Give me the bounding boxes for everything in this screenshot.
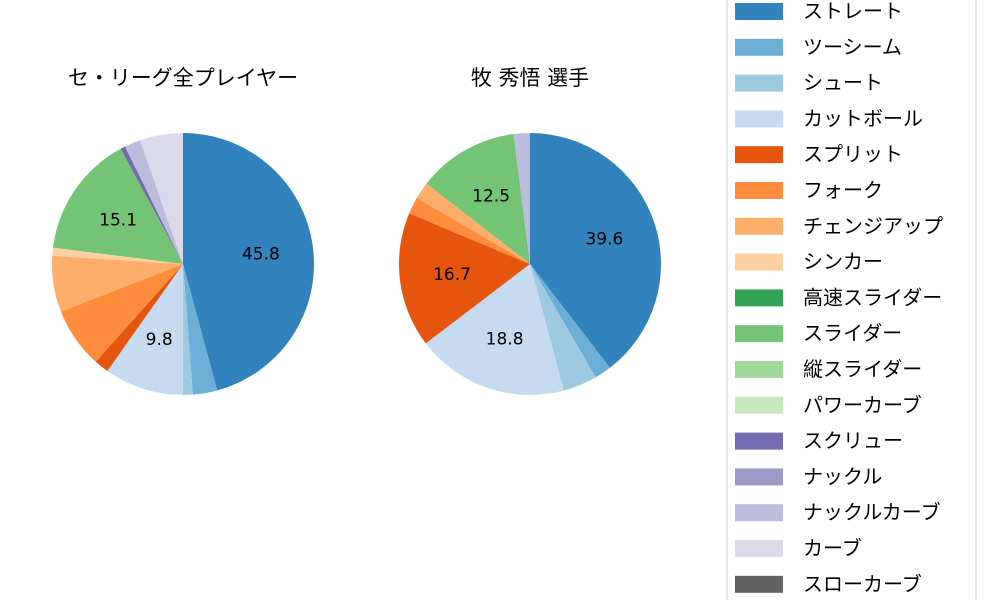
legend-swatch <box>735 575 783 593</box>
pie-slice-7 <box>416 183 530 264</box>
legend-label: スプリット <box>803 142 903 166</box>
legend-label: フォーク <box>803 178 883 202</box>
pie-slice-6 <box>60 264 183 362</box>
legend-label: ツーシーム <box>803 35 902 59</box>
legend-swatch <box>735 146 783 164</box>
legend: ストレートツーシームシュートカットボールスプリットフォークチェンジアップシンカー… <box>726 0 977 600</box>
pie-slice-2 <box>183 264 218 395</box>
legend-label: スクリュー <box>803 429 903 453</box>
legend-frame <box>726 0 977 600</box>
slice-data-label: 9.8 <box>146 330 173 350</box>
legend-swatch <box>735 396 783 414</box>
legend-label: パワーカーブ <box>803 393 922 417</box>
slice-data-label: 15.1 <box>99 211 137 231</box>
pie-slice-16 <box>140 133 183 264</box>
league-pie-chart: セ・リーグ全プレイヤー 45.8 9.8 15.1 <box>52 66 314 396</box>
legend-swatch <box>735 38 783 56</box>
pie-slice-10 <box>53 148 183 264</box>
legend-label: ナックル <box>803 464 882 488</box>
pie-slice-2 <box>530 264 610 378</box>
legend-label: チェンジアップ <box>803 214 943 238</box>
legend-swatch <box>735 182 783 199</box>
legend-label: シュート <box>803 71 883 95</box>
legend-swatch <box>735 253 783 271</box>
legend-swatch <box>735 361 783 378</box>
chart-title: セ・リーグ全プレイヤー <box>68 66 298 90</box>
pie-slice-1 <box>183 133 314 391</box>
pie-slice-6 <box>409 197 530 264</box>
legend-swatch <box>735 110 783 128</box>
legend-swatch <box>735 289 783 307</box>
legend-label: 高速スライダー <box>803 285 942 309</box>
pie-slice-4 <box>425 264 564 396</box>
slice-data-label: 39.6 <box>585 230 623 250</box>
legend-swatch <box>735 504 783 522</box>
pie-slice-10 <box>426 134 530 264</box>
legend-swatch <box>735 74 783 92</box>
legend-label: シンカー <box>803 250 883 274</box>
pie-slice-5 <box>399 213 530 344</box>
legend-swatch <box>735 325 783 343</box>
pie-slice-3 <box>530 264 596 391</box>
pie-slice-8 <box>52 247 184 264</box>
legend-swatch <box>735 3 783 20</box>
slice-data-label: 12.5 <box>472 187 510 207</box>
legend-label: 縦スライダー <box>803 357 922 381</box>
pie-slice-4 <box>107 264 183 395</box>
pie-slice-15 <box>125 140 183 264</box>
pie-slice-3 <box>183 264 193 396</box>
legend-label: カットボール <box>803 106 923 130</box>
legend-swatch <box>735 217 783 235</box>
pie-slice-7 <box>52 255 183 312</box>
pie-slice-13 <box>120 146 183 264</box>
legend-swatch <box>735 540 783 557</box>
slice-data-label: 45.8 <box>242 245 280 265</box>
legend-swatch <box>735 432 783 450</box>
legend-label: スローカーブ <box>803 572 922 596</box>
pie-slice-15 <box>513 132 530 264</box>
legend-label: ストレート <box>803 0 903 23</box>
slice-data-label: 18.8 <box>486 329 524 349</box>
player-pie-chart: 牧 秀悟 選手 39.6 18.8 16.7 12.5 <box>399 66 661 396</box>
pie-slice-5 <box>95 264 183 371</box>
legend-swatch <box>735 468 783 486</box>
legend-label: ナックルカーブ <box>803 500 941 524</box>
chart-title: 牧 秀悟 選手 <box>471 66 589 90</box>
legend-label: カーブ <box>803 536 862 560</box>
slice-data-label: 16.7 <box>433 265 471 285</box>
pie-slice-1 <box>530 133 661 368</box>
legend-label: スライダー <box>803 321 902 345</box>
